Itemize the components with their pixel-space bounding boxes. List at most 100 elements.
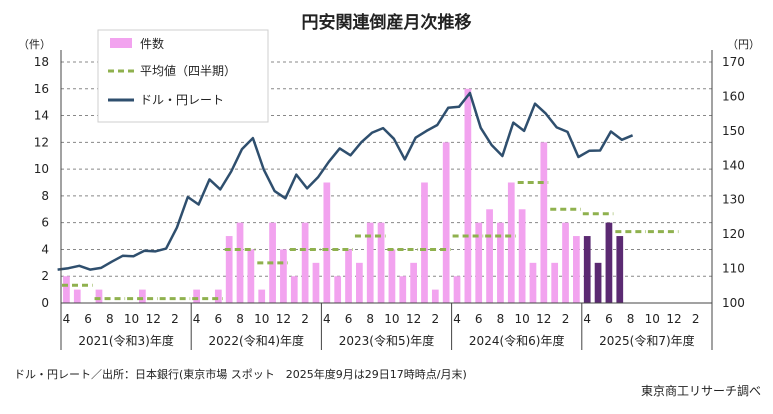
legend-label-bars: 件数	[140, 36, 164, 51]
bar	[475, 222, 483, 303]
bar	[507, 182, 515, 303]
bar	[464, 88, 472, 304]
legend-label-avg: 平均値（四半期）	[140, 63, 236, 78]
bar	[453, 276, 461, 303]
x-tick-label: 12	[146, 312, 161, 326]
bar	[323, 182, 331, 303]
x-tick-label: 6	[345, 312, 353, 326]
bar	[312, 262, 320, 303]
y-left-tick-label: 2	[41, 269, 49, 283]
y-left-tick-label: 8	[41, 189, 49, 203]
x-tick-label: 10	[254, 312, 269, 326]
bar	[301, 222, 309, 303]
bar	[497, 222, 504, 303]
bar	[421, 182, 428, 303]
legend-label-fx: ドル・円レート	[140, 93, 224, 107]
bar	[529, 262, 537, 303]
x-tick-label: 6	[84, 312, 92, 326]
y-right-tick-label: 130	[722, 193, 745, 207]
x-tick-label: 12	[536, 312, 551, 326]
y-left-tick-label: 4	[41, 242, 49, 256]
credit: 東京商工リサーチ調べ	[640, 384, 761, 398]
y-left-tick-label: 0	[41, 296, 49, 310]
bar	[356, 262, 363, 303]
x-tick-label: 4	[193, 312, 201, 326]
bar	[616, 236, 624, 303]
x-tick-label: 2	[692, 312, 700, 326]
x-tick-label: 10	[645, 312, 660, 326]
source-note: ドル・円レート／出所：日本銀行(東京市場 スポット 2025年度9月は29日17…	[14, 368, 467, 381]
y-left-tick-label: 10	[34, 162, 49, 176]
x-tick-label: 10	[514, 312, 529, 326]
y-right-tick-label: 110	[722, 262, 745, 276]
bar	[605, 222, 613, 303]
x-tick-label: 2	[301, 312, 309, 326]
bar	[540, 142, 548, 303]
left-axis-unit: （件）	[18, 38, 51, 51]
bar	[247, 249, 255, 303]
fx-rate-line	[57, 91, 634, 271]
bar	[583, 236, 591, 303]
bar	[551, 262, 559, 303]
bar	[442, 142, 450, 303]
bar	[139, 289, 146, 303]
bar	[225, 236, 233, 303]
bar	[236, 222, 244, 303]
bar	[410, 262, 417, 303]
y-right-tick-label: 140	[722, 158, 745, 172]
bar	[399, 276, 407, 303]
x-tick-label: 8	[236, 312, 244, 326]
fx-rate-series	[57, 91, 634, 271]
x-tick-label: 4	[583, 312, 591, 326]
x-tick-label: 4	[453, 312, 461, 326]
x-tick-label: 8	[366, 312, 374, 326]
bar	[431, 289, 439, 303]
x-tick-label: 8	[497, 312, 505, 326]
axes	[60, 50, 713, 350]
fiscal-year-label: 2025(令和7)年度	[599, 333, 695, 348]
fiscal-year-label: 2024(令和6)年度	[469, 333, 565, 348]
bar	[388, 249, 396, 303]
x-tick-label: 2	[171, 312, 179, 326]
x-tick-label: 8	[627, 312, 635, 326]
legend: 件数 平均値（四半期） ドル・円レート	[97, 29, 269, 123]
x-tick-label: 4	[323, 312, 331, 326]
y-left-tick-label: 18	[34, 55, 49, 69]
y-right-tick-label: 170	[722, 55, 745, 69]
bar	[334, 276, 342, 303]
x-tick-label: 12	[276, 312, 291, 326]
x-tick-label: 6	[475, 312, 483, 326]
bar	[573, 236, 580, 303]
x-tick-label: 6	[215, 312, 223, 326]
average-series	[62, 181, 679, 301]
y-left-tick-label: 16	[34, 82, 49, 96]
x-tick-label: 6	[605, 312, 613, 326]
bar	[258, 289, 266, 303]
y-right-tick-label: 120	[722, 227, 745, 241]
right-axis-unit: （円）	[727, 38, 760, 51]
bar	[193, 289, 200, 303]
bar	[366, 222, 374, 303]
bar	[95, 289, 103, 303]
bar	[486, 209, 493, 303]
x-tick-label: 10	[384, 312, 399, 326]
fiscal-year-label: 2021(令和3)年度	[78, 333, 174, 348]
bar	[345, 249, 352, 303]
y-left-tick-label: 12	[34, 135, 49, 149]
bar	[63, 276, 70, 303]
x-tick-label: 8	[106, 312, 114, 326]
bar	[73, 289, 81, 303]
y-left-tick-label: 14	[34, 109, 49, 123]
x-tick-label: 2	[432, 312, 440, 326]
y-left-tick-label: 6	[41, 216, 49, 230]
bar	[562, 222, 569, 303]
bar	[377, 222, 385, 303]
x-tick-label: 4	[63, 312, 71, 326]
bar	[214, 289, 222, 303]
bar	[518, 209, 526, 303]
x-tick-label: 2	[562, 312, 570, 326]
fiscal-year-label: 2022(令和4)年度	[209, 333, 305, 348]
bar	[594, 262, 602, 303]
x-tick-label: 12	[666, 312, 681, 326]
